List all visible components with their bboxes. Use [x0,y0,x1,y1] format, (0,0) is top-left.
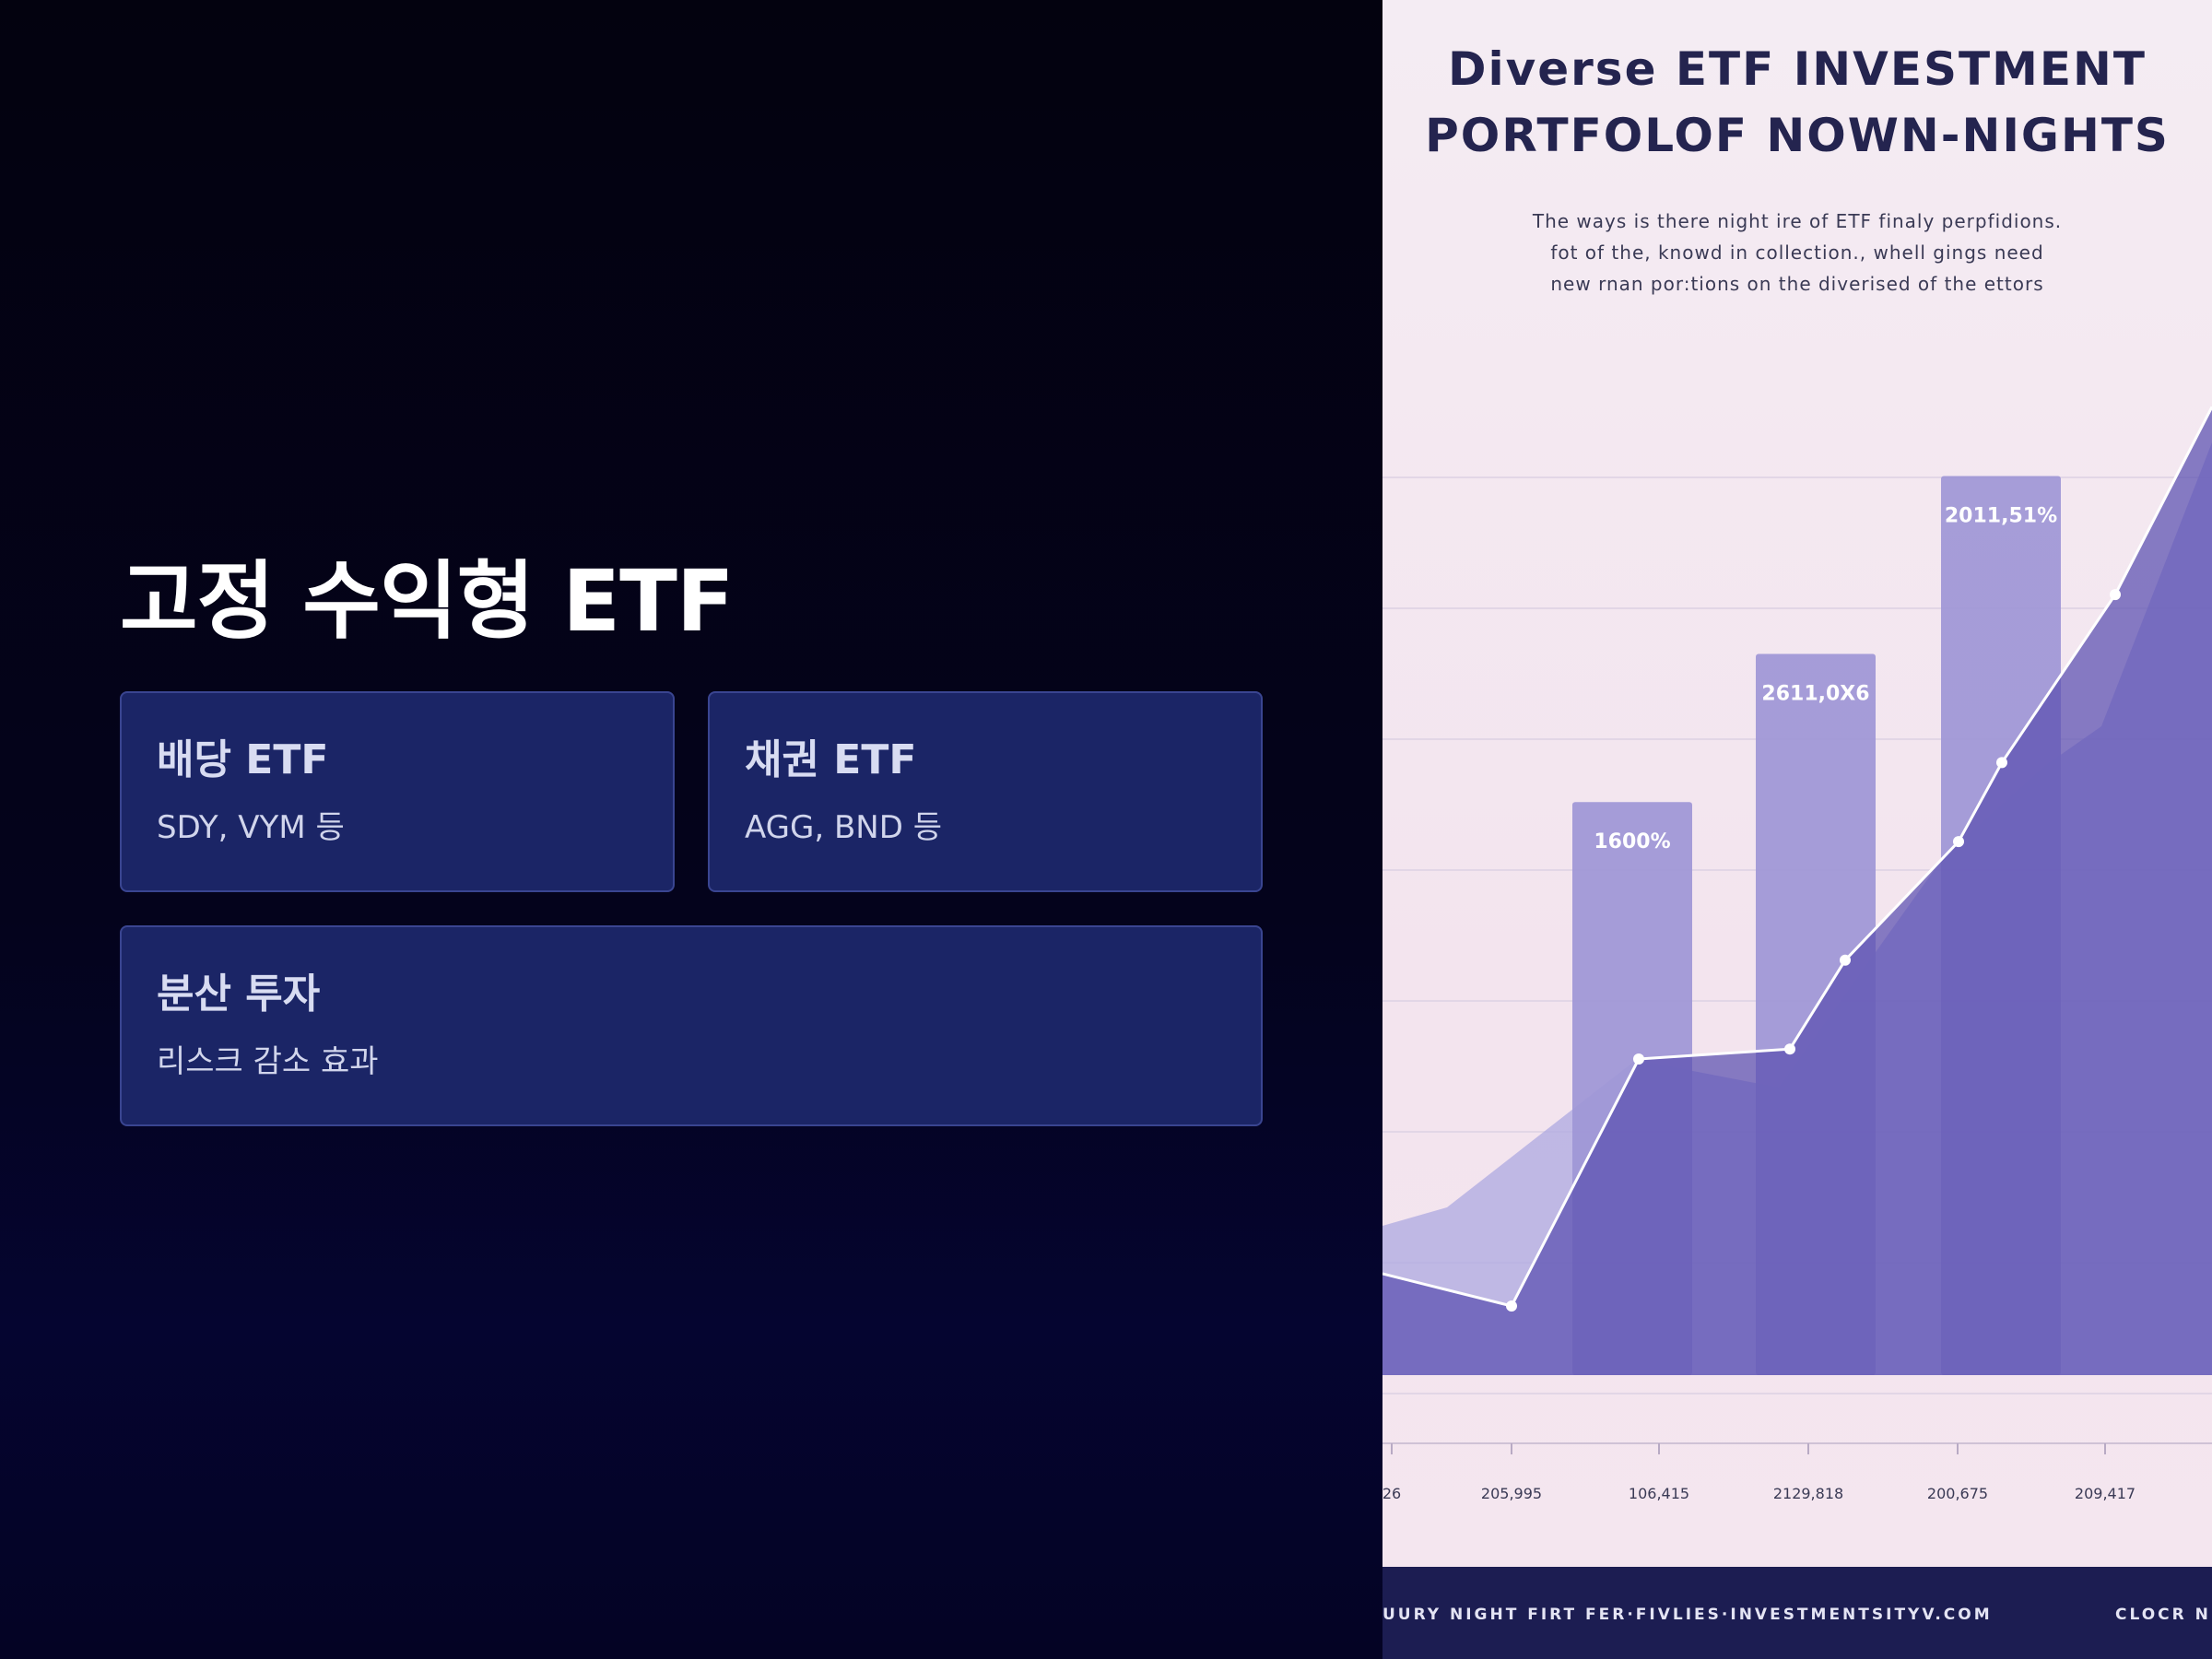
bar-value-label: 2611,0X6 [1761,682,1869,705]
bond-etf-card: 채권 ETF AGG, BND 등 [708,691,1263,892]
illustration-title: Diverse ETF INVESTMENT [1448,42,2147,96]
slide-panel: 고정 수익형 ETF 배당 ETF SDY, VYM 등 채권 ETF AGG,… [0,0,1382,1659]
x-tick-label: 209,417 [2075,1485,2136,1502]
diversified-investment-card: 분산 투자 리스크 감소 효과 [120,925,1263,1126]
illustration-chart: 1600% 2611,0X6 2011,51% 26 205,995 106,415 212… [1382,406,2212,1502]
footer-text: UURY NIGHT FIRT FER·FIVLIES·INVESTMENTSI… [1382,1606,1993,1624]
bar-value-label: 1600% [1594,830,1670,853]
x-tick-label: 106,415 [1629,1485,1689,1502]
etf-chart-illustration: Diverse ETF INVESTMENT PORTFOLOF NOWN-NI… [1382,0,2212,1659]
series-area [1382,406,2212,1375]
illustration-title-line2: PORTFOLOF NOWN-NIGHTS [1425,109,2170,162]
x-tick-label: 200,675 [1927,1485,1988,1502]
illustration-description: fot of the, knowd in collection., whell … [1550,241,2044,264]
illustration-description: new rnan por:tions on the diverised of t… [1550,273,2044,295]
dividend-etf-card: 배당 ETF SDY, VYM 등 [120,691,675,892]
bar-value-label: 2011,51% [1945,504,2057,527]
series-point [1506,1300,1517,1312]
series-point [1840,954,1851,966]
series-point [2110,589,2121,601]
card-title: 배당 ETF [157,736,329,783]
x-tick-label: 2129,818 [1773,1485,1843,1502]
illustration-description: The ways is there night ire of ETF final… [1532,210,2063,232]
series-point [1953,836,1964,848]
x-tick-label: 26 [1382,1485,1401,1502]
card-title: 분산 투자 [157,971,321,1018]
card-subtitle: AGG, BND 등 [745,809,942,846]
series-point [1996,757,2007,769]
series-point [1633,1053,1644,1065]
x-tick-label: 205,995 [1481,1485,1542,1502]
card-subtitle: SDY, VYM 등 [157,809,345,846]
card-subtitle: 리스크 감소 효과 [157,1043,379,1080]
card-title: 채권 ETF [745,736,917,783]
illustration-footer [1382,1567,2212,1659]
series-point [1784,1043,1795,1055]
slide-title: 고정 수익형 ETF [120,552,735,651]
footer-text-right: CLOCR NI [2115,1606,2212,1624]
